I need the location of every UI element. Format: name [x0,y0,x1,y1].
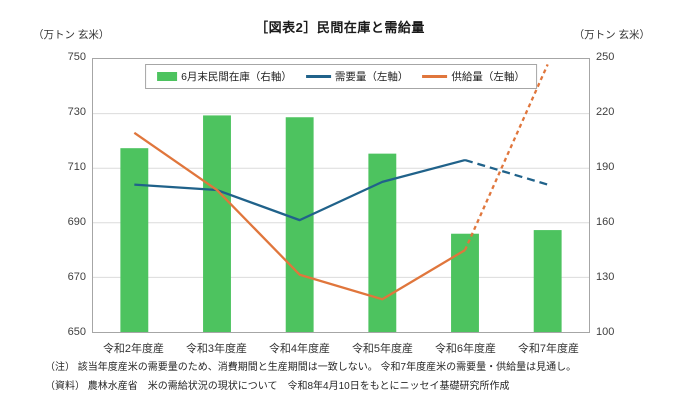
legend-inventory-label: 6月末民間在庫（右軸） [181,71,292,83]
x-category-label: 令和3年度産 [185,343,248,355]
note-line: （注） 該当年度産米の需要量のため、消費期間と生産期間は一致しない。 令和7年度… [45,362,577,373]
axis-tick-label: 220 [596,106,615,118]
supply-line-dashed [463,63,549,251]
axis-tick-label: 190 [596,161,615,173]
demand-line-solid [134,158,466,222]
chart-canvas [93,63,589,332]
x-category-label: 令和7年度産 [517,343,580,355]
axis-tick-label: 130 [596,271,615,283]
inventory-bar-0 [120,148,149,332]
legend-item-demand: 需要量（左軸） [305,69,409,84]
plot-area: 6月末民間在庫（右軸） 需要量（左軸） 供給量（左軸） [92,58,590,333]
left-axis-tick-labels: 650 670 690 710 730 750 [36,51,86,338]
right-axis-unit-label: （万トン 玄米） [573,29,650,41]
footnotes: （注） 該当年度産米の需要量のため、消費期間と生産期間は一致しない。 令和7年度… [45,359,576,396]
legend-demand-label: 需要量（左軸） [334,71,409,83]
inventory-bar-2 [285,117,314,332]
axis-tick-label: 650 [67,326,86,338]
inventory-bar-1 [203,115,231,332]
axis-tick-label: 730 [67,106,86,118]
legend-supply-swatch-icon [422,75,448,78]
inventory-bar-5 [533,230,562,332]
left-axis-unit-label: （万トン 玄米） [33,29,110,41]
legend-item-supply: 供給量（左軸） [422,69,525,84]
supply-line-solid [133,131,466,301]
x-category-label: 令和4年度産 [268,343,331,355]
axis-tick-label: 670 [67,271,86,283]
inventory-bar-3 [368,153,397,332]
demand-line-dashed [464,158,548,186]
right-axis-tick-labels: 100 130 160 190 220 250 [596,51,646,338]
source-line: （資料） 農林水産省 米の需給状況の現状について 令和8年4月10日をもとにニッ… [45,380,510,392]
legend-supply-label: 供給量（左軸） [451,71,525,83]
axis-tick-label: 690 [67,216,86,228]
axis-tick-label: 750 [67,51,86,63]
axis-tick-label: 160 [596,216,615,228]
axis-tick-label: 250 [596,51,615,63]
x-axis-category-labels: 令和2年度産 令和3年度産 令和4年度産 令和5年度産 令和6年度産 令和7年度産 [92,340,590,356]
legend-item-inventory: 6月末民間在庫（右軸） [157,69,292,84]
chart-title: ［図表2］民間在庫と需給量 [255,20,425,35]
x-category-label: 令和6年度産 [434,343,497,355]
axis-tick-label: 710 [67,161,86,173]
x-category-label: 令和5年度産 [351,343,414,355]
legend: 6月末民間在庫（右軸） 需要量（左軸） 供給量（左軸） [145,64,537,89]
legend-inventory-swatch-icon [157,72,178,81]
axis-tick-label: 100 [596,326,615,338]
legend-demand-swatch-icon [305,75,331,78]
x-category-label: 令和2年度産 [102,343,165,355]
